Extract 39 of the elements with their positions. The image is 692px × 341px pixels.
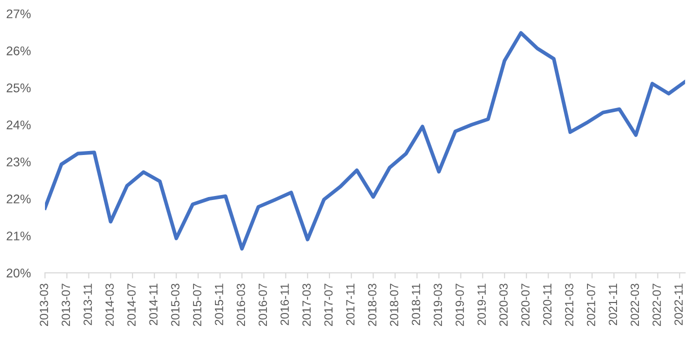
x-tick-label: 2019-11 <box>477 284 486 326</box>
y-tick-label: 20% <box>6 268 31 278</box>
x-tick-label: 2013-07 <box>62 284 70 326</box>
y-tick-label: 22% <box>6 194 31 204</box>
x-tick-label: 2022-03 <box>630 284 640 326</box>
x-tick-label: 2014-11 <box>149 284 158 326</box>
x-tick-label: 2021-07 <box>586 284 596 326</box>
line-series <box>44 31 686 251</box>
y-tick-label: 23% <box>6 158 31 166</box>
x-tick-label: 2020-11 <box>543 284 552 326</box>
x-tick-label: 2018-07 <box>390 284 398 326</box>
x-tick-label: 2015-03 <box>171 284 180 326</box>
y-tick-label: 24% <box>6 120 31 130</box>
x-tick-label: 2014-03 <box>105 284 114 326</box>
y-tick-label: 26% <box>6 46 31 56</box>
x-tick-label: 2018-03 <box>368 284 376 326</box>
x-tick-label: 2013-03 <box>40 284 48 326</box>
x-tick-label: 2016-03 <box>236 284 246 326</box>
x-tick-label: 2022-07 <box>652 284 661 326</box>
x-tick-label: 2015-07 <box>192 284 202 326</box>
x-tick-label: 2019-07 <box>456 284 464 326</box>
x-tick-label: 2014-07 <box>127 284 136 326</box>
x-tick-label: 2018-11 <box>412 284 420 326</box>
x-tick-label: 2020-03 <box>499 284 508 326</box>
x-tick-label: 2013-11 <box>84 284 92 326</box>
x-tick-label: 2021-03 <box>565 284 574 326</box>
y-tick-label: 25% <box>6 83 31 92</box>
x-tick-label: 2022-11 <box>674 284 683 326</box>
x-tick-label: 2017-11 <box>346 284 355 326</box>
x-tick-label: 2016-07 <box>258 284 267 326</box>
x-tick-label: 2015-11 <box>214 284 224 326</box>
x-tick-label: 2017-03 <box>302 284 311 326</box>
y-tick-label: 21% <box>6 232 31 240</box>
x-tick-label: 2021-11 <box>608 284 618 326</box>
y-tick-label: 27% <box>6 9 31 18</box>
x-tick-label: 2016-11 <box>280 284 289 326</box>
x-tick-label: 2017-07 <box>324 284 333 326</box>
x-tick-label: 2020-07 <box>521 284 530 326</box>
x-tick-label: 2019-03 <box>434 284 442 326</box>
